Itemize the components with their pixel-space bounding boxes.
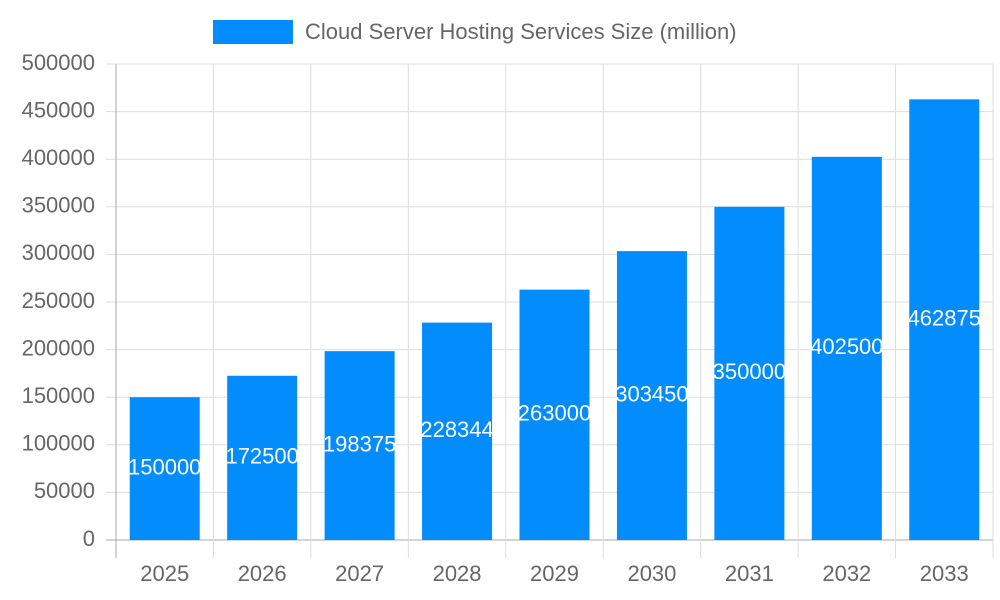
x-tick-label: 2033 (920, 561, 969, 586)
x-tick-label: 2027 (335, 561, 384, 586)
x-tick-label: 2030 (627, 561, 676, 586)
bar (422, 322, 493, 540)
y-tick-label: 400000 (22, 145, 95, 170)
x-tick-label: 2028 (433, 561, 482, 586)
data-label: 263000 (518, 401, 591, 426)
data-label: 198375 (323, 431, 396, 456)
legend-label: Cloud Server Hosting Services Size (mill… (305, 19, 737, 44)
y-tick-label: 0 (83, 526, 95, 551)
bar (129, 397, 200, 540)
data-label: 150000 (128, 454, 201, 479)
data-label: 462875 (908, 305, 981, 330)
bar (909, 99, 980, 540)
y-tick-label: 350000 (22, 193, 95, 218)
x-tick-label: 2029 (530, 561, 579, 586)
bar (519, 289, 590, 540)
bar (227, 375, 298, 540)
legend-swatch (213, 20, 293, 44)
y-tick-label: 200000 (22, 335, 95, 360)
bar (324, 351, 395, 540)
y-tick-label: 300000 (22, 240, 95, 265)
data-label: 228344 (420, 417, 493, 442)
y-tick-label: 150000 (22, 383, 95, 408)
y-tick-label: 50000 (34, 478, 95, 503)
data-label: 350000 (713, 359, 786, 384)
y-tick-label: 100000 (22, 431, 95, 456)
y-tick-label: 450000 (22, 97, 95, 122)
x-tick-label: 2026 (238, 561, 287, 586)
bar (714, 206, 785, 541)
x-tick-label: 2031 (725, 561, 774, 586)
x-tick-label: 2025 (140, 561, 189, 586)
y-tick-label: 500000 (22, 50, 95, 75)
data-label: 303450 (615, 381, 688, 406)
bar (811, 156, 882, 540)
data-label: 402500 (810, 334, 883, 359)
bar (616, 251, 687, 540)
y-tick-label: 250000 (22, 288, 95, 313)
data-label: 172500 (225, 444, 298, 469)
x-tick-label: 2032 (822, 561, 871, 586)
